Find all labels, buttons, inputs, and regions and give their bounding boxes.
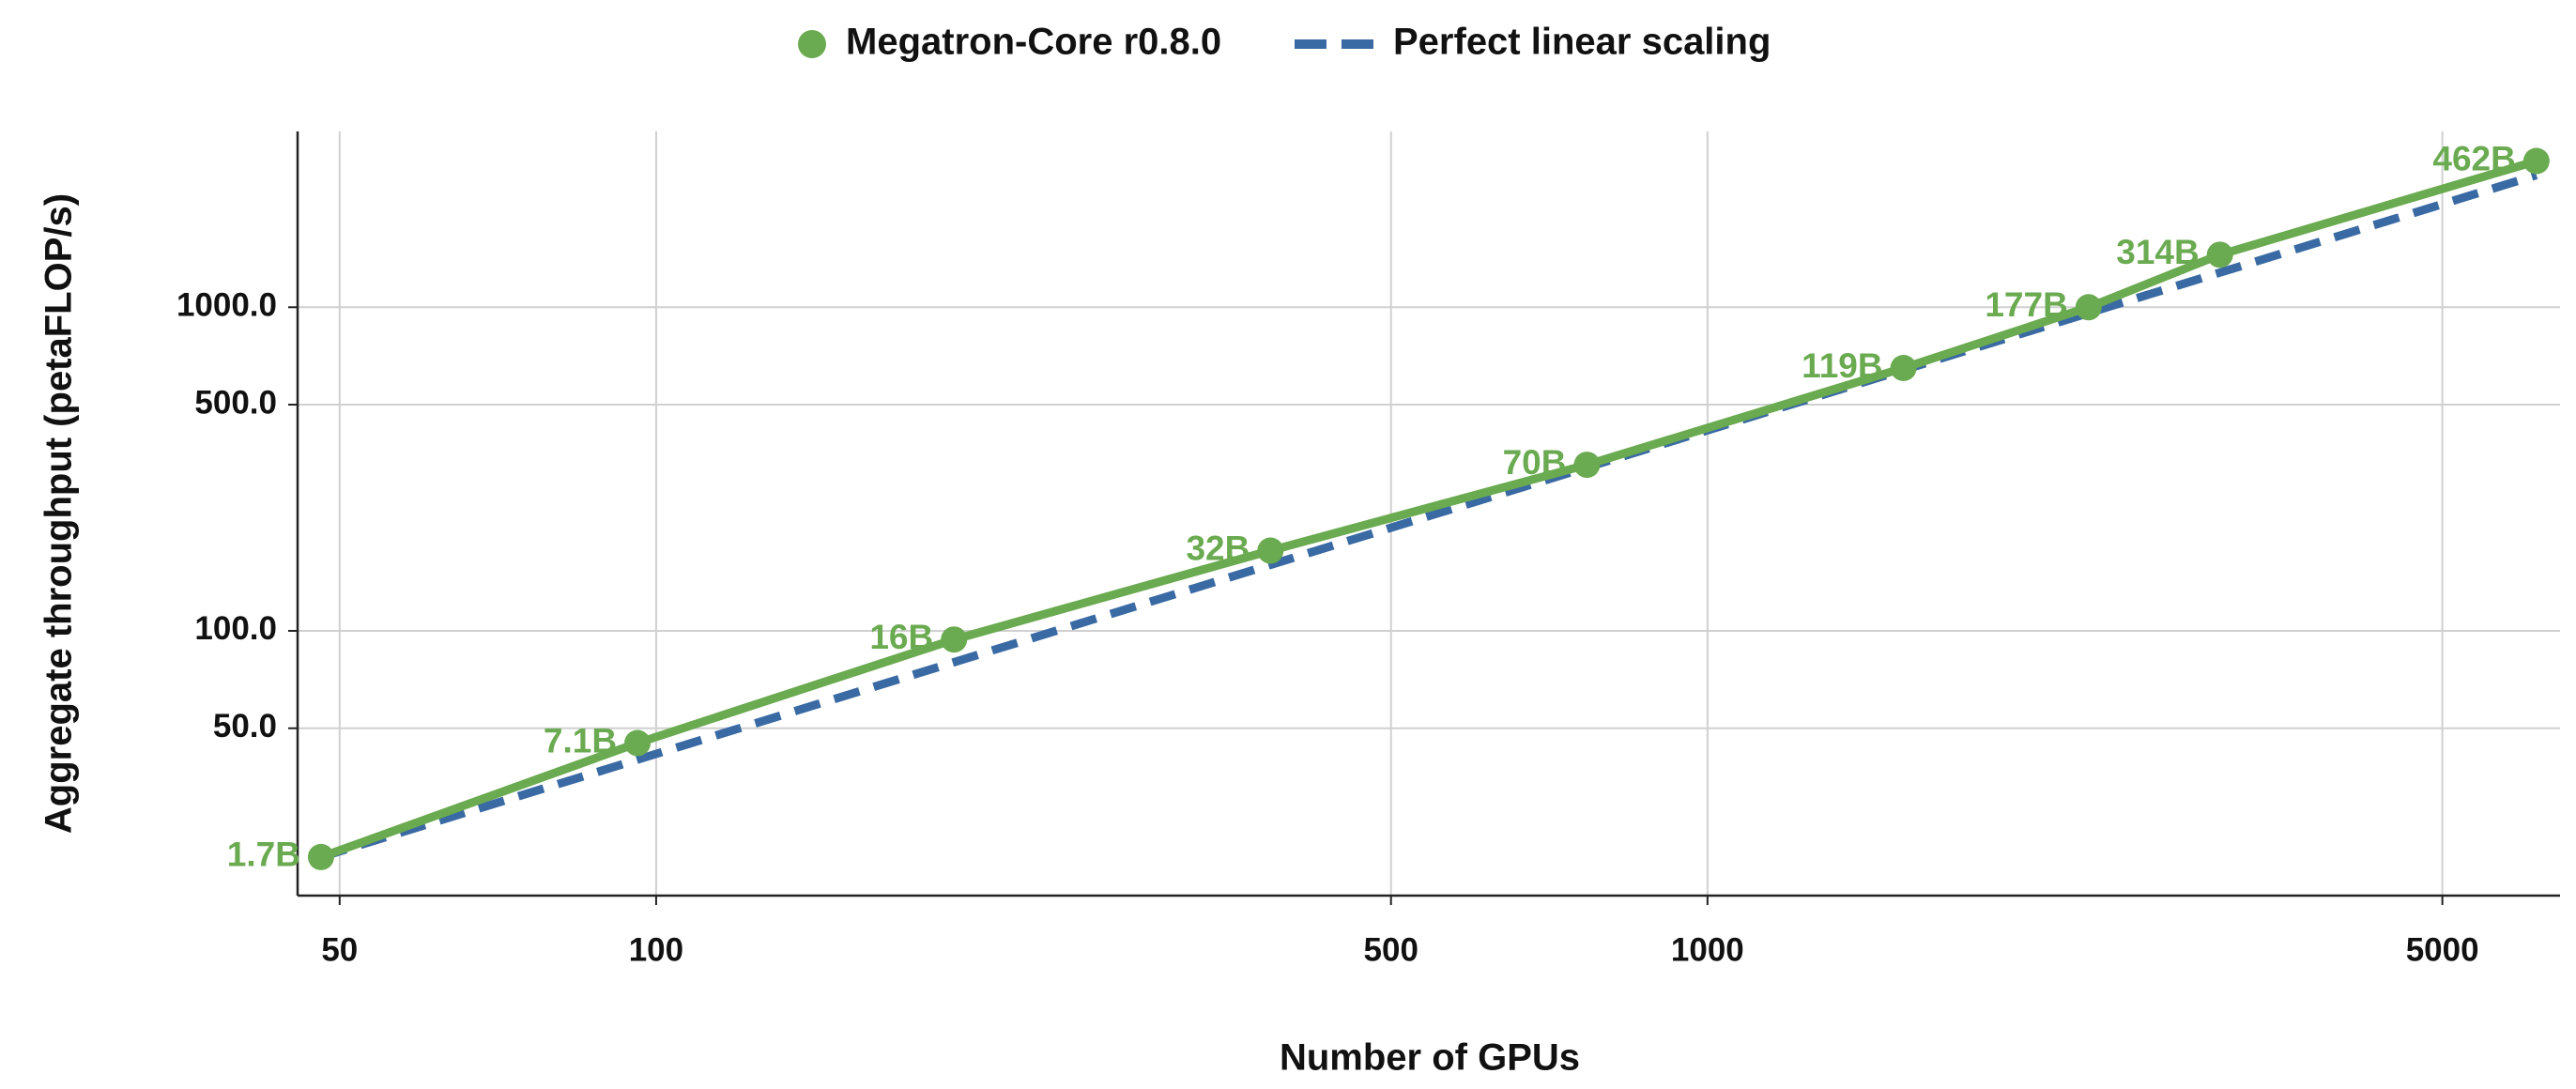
y-tick-label: 100.0 — [194, 610, 277, 647]
x-tick-label: 50 — [321, 931, 358, 968]
x-tick-label: 1000 — [1671, 931, 1744, 968]
y-axis-label: Aggregate throughput (petaFLOP/s) — [38, 193, 80, 834]
data-point — [941, 626, 968, 653]
point-label: 32B — [1186, 529, 1250, 567]
x-axis-label: Number of GPUs — [1280, 1037, 1580, 1079]
legend-label: Perfect linear scaling — [1393, 22, 1771, 63]
point-label: 1.7B — [227, 836, 300, 874]
point-label: 7.1B — [544, 721, 617, 759]
point-label: 177B — [1985, 285, 2067, 324]
data-point — [2206, 241, 2233, 268]
series-line — [319, 171, 2538, 862]
point-label: 119B — [1802, 346, 1882, 385]
data-point — [1257, 537, 1284, 564]
data-point — [624, 729, 652, 757]
data-point — [307, 843, 334, 870]
legend-label: Megatron-Core r0.8.0 — [846, 22, 1221, 63]
point-label: 70B — [1503, 443, 1567, 482]
legend-marker — [798, 30, 826, 58]
point-label: 462B — [2432, 139, 2515, 177]
data-point — [2522, 147, 2550, 175]
data-point — [1890, 355, 1917, 382]
y-tick-label: 1000.0 — [176, 287, 277, 324]
x-tick-label: 5000 — [2406, 931, 2479, 968]
point-label: 314B — [2116, 233, 2199, 271]
x-tick-label: 100 — [629, 931, 683, 968]
y-tick-label: 500.0 — [194, 384, 277, 421]
data-point — [2075, 294, 2102, 321]
x-tick-label: 500 — [1364, 931, 1418, 968]
y-tick-label: 50.0 — [213, 708, 277, 744]
data-point — [1573, 452, 1601, 479]
point-label: 16B — [869, 618, 933, 656]
